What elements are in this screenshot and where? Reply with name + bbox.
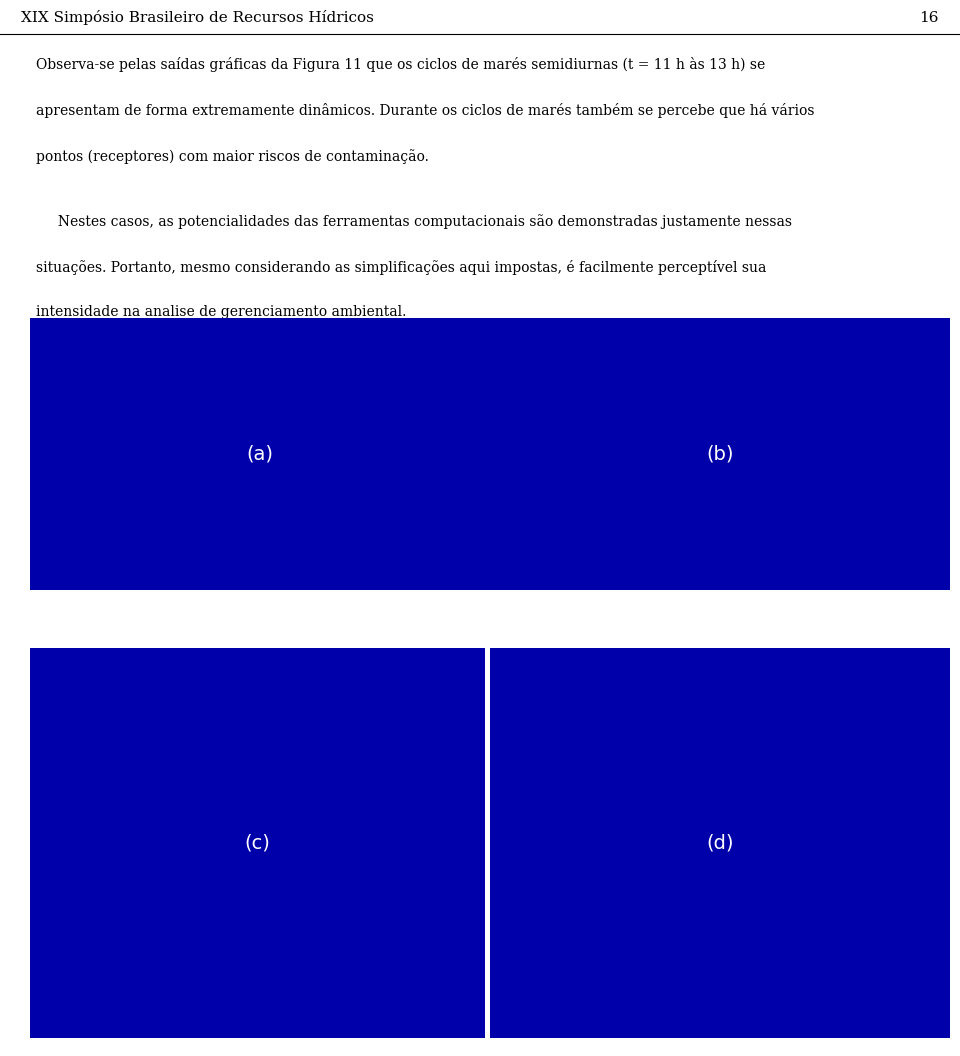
Text: pontos (receptores) com maior riscos de contaminação.: pontos (receptores) com maior riscos de … (36, 149, 429, 164)
Text: situações. Portanto, mesmo considerando as simplificações aqui impostas, é facil: situações. Portanto, mesmo considerando … (36, 260, 767, 275)
Text: intensidade na analise de gerenciamento ambiental.: intensidade na analise de gerenciamento … (36, 305, 407, 319)
Text: (c): (c) (245, 833, 271, 852)
Text: (b): (b) (707, 445, 733, 464)
Text: Nestes casos, as potencialidades das ferramentas computacionais são demonstradas: Nestes casos, as potencialidades das fer… (36, 213, 793, 228)
Text: 16: 16 (920, 11, 939, 24)
Text: apresentam de forma extremamente dinâmicos. Durante os ciclos de marés também se: apresentam de forma extremamente dinâmic… (36, 102, 815, 118)
Text: (d): (d) (707, 833, 733, 852)
Text: XIX Simpósio Brasileiro de Recursos Hídricos: XIX Simpósio Brasileiro de Recursos Hídr… (21, 11, 374, 25)
Text: Observa-se pelas saídas gráficas da Figura 11 que os ciclos de marés semidiurnas: Observa-se pelas saídas gráficas da Figu… (36, 57, 766, 72)
Text: (a): (a) (247, 445, 274, 464)
